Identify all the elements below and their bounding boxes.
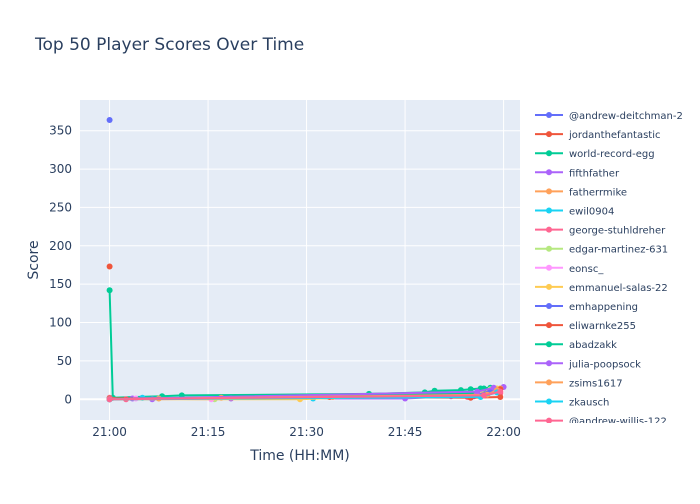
grid-lines	[80, 100, 520, 420]
legend-item[interactable]: eliwarnke255	[535, 321, 636, 332]
legend-marker-swatch	[546, 264, 552, 271]
legend-label: zkausch	[569, 398, 609, 409]
y-tick-label: 300	[49, 162, 72, 176]
legend-item[interactable]: @andrew-willis-122	[535, 417, 667, 428]
legend-marker-swatch	[546, 379, 552, 386]
legend-marker-swatch	[546, 360, 552, 367]
legend-label: @andrew-willis-122	[569, 417, 667, 428]
x-axis-label: Time (HH:MM)	[249, 448, 350, 464]
legend-marker-swatch	[546, 303, 552, 309]
legend-marker-swatch	[546, 245, 552, 252]
legend-marker-swatch	[546, 169, 552, 176]
legend-item[interactable]: world-record-egg	[535, 149, 655, 160]
legend-marker-swatch	[546, 112, 552, 118]
legend-item[interactable]: eonsc_	[535, 264, 604, 275]
data-point[interactable]	[497, 388, 504, 395]
data-point[interactable]	[480, 392, 487, 399]
x-tick-label: 21:30	[289, 425, 324, 439]
series-layer	[106, 117, 507, 403]
legend-item[interactable]: @andrew-deitchman-2	[535, 111, 683, 122]
legend-item[interactable]: zsims1617	[535, 378, 623, 389]
legend-item[interactable]: george-stuhldreher	[535, 226, 666, 237]
y-tick-label: 100	[49, 316, 72, 330]
legend-label: ewil0904	[569, 207, 614, 218]
legend-item[interactable]: julia-poopsock	[535, 359, 641, 370]
data-point[interactable]	[106, 263, 113, 270]
x-tick-label: 21:00	[92, 425, 127, 439]
legend-marker-swatch	[546, 322, 552, 329]
legend-item[interactable]: jordanthefantastic	[535, 130, 661, 141]
x-axis-ticks: 21:00 21:15 21:30 21:45 22:00	[92, 425, 521, 439]
legend-label: julia-poopsock	[568, 359, 641, 370]
legend-label: emhappening	[569, 302, 638, 313]
series-@andrew-willis-122	[106, 388, 504, 403]
y-axis-label: Score	[26, 240, 42, 279]
legend-label: @andrew-deitchman-2	[569, 111, 683, 122]
chart-title: Top 50 Player Scores Over Time	[34, 35, 304, 55]
legend-label: abadzakk	[569, 340, 617, 351]
legend-marker-swatch	[546, 188, 552, 195]
legend-label: fatherrmike	[569, 187, 627, 198]
legend[interactable]: @andrew-deitchman-2 jordanthefantastic wor…	[535, 111, 683, 428]
data-point[interactable]	[497, 394, 504, 400]
legend-label: zsims1617	[569, 378, 623, 389]
y-tick-label: 350	[49, 124, 72, 138]
data-point[interactable]	[106, 287, 113, 294]
legend-marker-swatch	[546, 417, 552, 423]
y-axis-ticks: 0 50 100 150 200 250 300 350	[49, 124, 72, 407]
legend-item[interactable]: fatherrmike	[535, 187, 627, 198]
series-@andrew-deitchman-2	[106, 117, 113, 123]
data-point[interactable]	[474, 388, 481, 395]
legend-label: emmanuel-salas-22	[569, 283, 668, 294]
legend-marker-swatch	[546, 283, 552, 290]
legend-label: fifthfather	[569, 168, 620, 179]
y-tick-label: 250	[49, 200, 72, 214]
y-tick-label: 150	[49, 277, 72, 291]
series-jordanthefantastic	[106, 263, 113, 270]
legend-marker-swatch	[546, 150, 552, 157]
legend-label: edgar-martinez-631	[569, 245, 668, 256]
legend-marker-swatch	[546, 398, 552, 405]
legend-label: george-stuhldreher	[569, 226, 666, 237]
legend-item[interactable]: abadzakk	[535, 340, 617, 351]
legend-marker-swatch	[546, 207, 552, 214]
legend-label: eliwarnke255	[569, 321, 636, 332]
plot-area	[80, 100, 520, 420]
legend-marker-swatch	[546, 226, 552, 233]
legend-label: eonsc_	[569, 264, 604, 275]
legend-item[interactable]: edgar-martinez-631	[535, 245, 668, 256]
y-tick-label: 200	[49, 239, 72, 253]
legend-item[interactable]: emhappening	[535, 302, 638, 313]
data-point[interactable]	[106, 396, 113, 403]
y-tick-label: 0	[64, 392, 72, 406]
legend-label: world-record-egg	[569, 149, 655, 160]
legend-marker-swatch	[546, 341, 552, 348]
x-tick-label: 21:45	[388, 425, 423, 439]
legend-marker-swatch	[546, 131, 552, 138]
y-tick-label: 50	[57, 354, 72, 368]
data-point[interactable]	[106, 117, 113, 123]
x-tick-label: 22:00	[486, 425, 521, 439]
legend-label: jordanthefantastic	[568, 130, 661, 141]
legend-item[interactable]: fifthfather	[535, 168, 620, 179]
x-tick-label: 21:15	[191, 425, 226, 439]
legend-item[interactable]: emmanuel-salas-22	[535, 283, 668, 294]
legend-item[interactable]: zkausch	[535, 398, 609, 409]
legend-item[interactable]: ewil0904	[535, 207, 614, 218]
